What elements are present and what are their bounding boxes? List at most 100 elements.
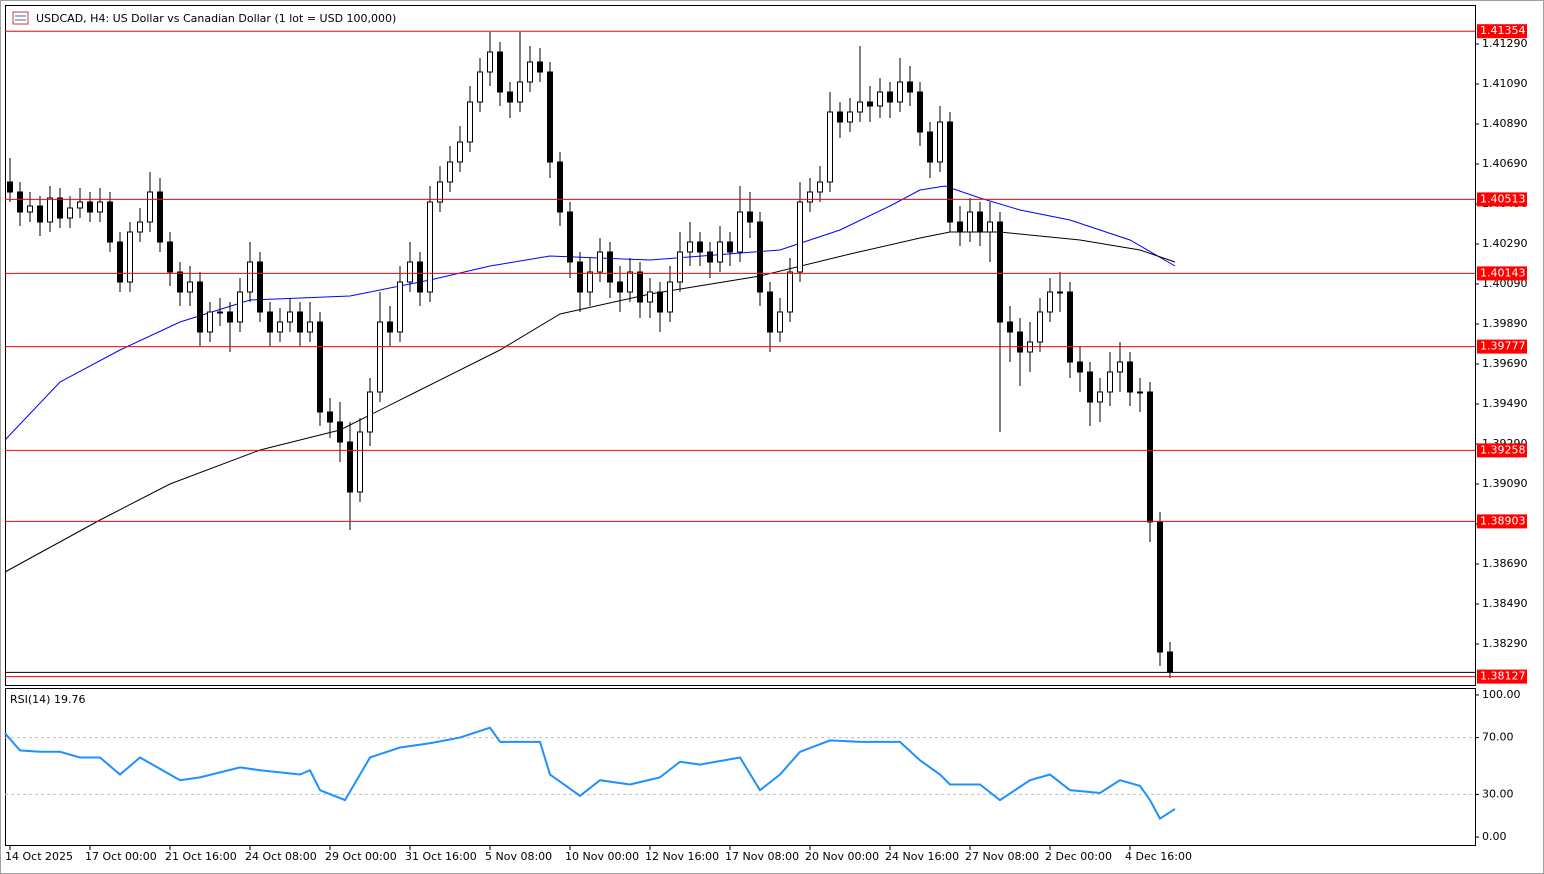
candle-body [1067, 291, 1073, 363]
candle-body [797, 201, 803, 273]
candle-body [887, 91, 893, 103]
candle-body [517, 81, 523, 103]
candle-body [947, 121, 953, 223]
y-tick-label: 0.00 [1482, 830, 1507, 843]
candle-body [1047, 291, 1053, 313]
y-tick-label: 1.40290 [1482, 237, 1528, 250]
candle-body [1117, 361, 1123, 373]
candle-body [237, 291, 243, 323]
candle-body [397, 281, 403, 333]
level-label-box [1477, 443, 1527, 458]
y-tick-label: 1.41290 [1482, 37, 1528, 50]
candle-body [1167, 651, 1173, 673]
candle-body [287, 311, 293, 323]
x-tick-label: 24 Nov 16:00 [885, 850, 959, 863]
level-label: 1.38127 [1480, 670, 1526, 683]
candle-body [787, 271, 793, 313]
level-label: 1.39258 [1480, 443, 1526, 456]
candle-body [877, 91, 883, 107]
candle-body [847, 111, 853, 123]
candle-body [417, 261, 423, 293]
level-label: 1.38903 [1480, 514, 1526, 527]
x-tick-label: 12 Nov 16:00 [645, 850, 719, 863]
candle-body [1157, 521, 1163, 653]
candle-body [447, 161, 453, 183]
candle-body [427, 201, 433, 293]
candle-body [257, 261, 263, 313]
y-tick-label: 30.00 [1482, 787, 1514, 800]
candle-body [57, 197, 63, 219]
x-tick-label: 29 Oct 00:00 [325, 850, 397, 863]
level-label-box [1477, 24, 1527, 39]
candle-body [367, 391, 373, 433]
candle-body [267, 311, 273, 333]
level-label: 1.39777 [1480, 340, 1526, 353]
x-tick-label: 4 Dec 16:00 [1125, 850, 1192, 863]
y-tick-label: 1.38490 [1482, 597, 1528, 610]
candle-body [537, 61, 543, 73]
candle-body [7, 181, 13, 193]
level-label-box [1477, 339, 1527, 354]
candle-body [47, 197, 53, 223]
x-tick-label: 27 Nov 08:00 [965, 850, 1039, 863]
candle-body [627, 271, 633, 293]
candle-body [177, 271, 183, 293]
candle-body [837, 111, 843, 123]
candle-body [297, 311, 303, 333]
candle-body [637, 271, 643, 303]
candle-body [247, 261, 253, 293]
candle-body [817, 181, 823, 193]
candle-body [497, 51, 503, 93]
level-label: 1.40513 [1480, 192, 1526, 205]
candle-body [1127, 361, 1133, 393]
candle-body [767, 291, 773, 333]
y-tick-label: 1.38690 [1482, 557, 1528, 570]
x-tick-label: 24 Oct 08:00 [245, 850, 317, 863]
candle-body [587, 271, 593, 293]
candle-body [207, 311, 213, 333]
candle-body [907, 81, 913, 93]
candle-body [437, 181, 443, 203]
level-label-box [1477, 669, 1527, 684]
candle-body [557, 161, 563, 213]
candle-body [917, 91, 923, 133]
candle-body [1057, 291, 1063, 294]
candle-body [117, 241, 123, 283]
candle-body [967, 211, 973, 233]
candle-body [197, 281, 203, 333]
x-tick-label: 17 Nov 08:00 [725, 850, 799, 863]
x-tick-label: 21 Oct 16:00 [165, 850, 237, 863]
candle-body [727, 241, 733, 253]
candle-body [567, 211, 573, 263]
candle-body [687, 241, 693, 253]
candle-body [1147, 391, 1153, 523]
candle-body [77, 201, 83, 209]
candle-body [657, 291, 663, 313]
candle-body [317, 321, 323, 413]
candle-body [777, 311, 783, 333]
candle-body [37, 205, 43, 223]
candle-body [457, 141, 463, 163]
candle-body [27, 205, 33, 213]
candle-body [487, 51, 493, 73]
candle-body [987, 221, 993, 233]
level-label: 1.41354 [1480, 24, 1526, 37]
candle-body [407, 261, 413, 283]
candle-body [357, 431, 363, 493]
candle-body [147, 191, 153, 223]
x-tick-label: 10 Nov 00:00 [565, 850, 639, 863]
candle-body [1077, 361, 1083, 373]
candle-body [187, 281, 193, 293]
y-tick-label: 1.39090 [1482, 477, 1528, 490]
symbol-icon [12, 11, 29, 25]
x-tick-label: 17 Oct 00:00 [85, 850, 157, 863]
candle-body [717, 241, 723, 263]
y-tick-label: 1.39890 [1482, 317, 1528, 330]
y-tick-label: 1.39690 [1482, 357, 1528, 370]
y-tick-label: 70.00 [1482, 731, 1514, 744]
candle-body [667, 281, 673, 313]
candle-body [137, 221, 143, 233]
candle-body [167, 241, 173, 273]
